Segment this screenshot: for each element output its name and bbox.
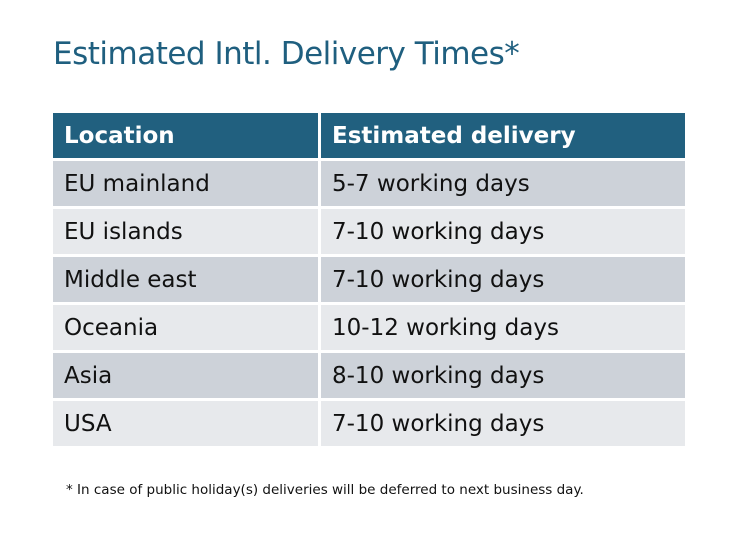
table-row: Oceania 10-12 working days <box>53 305 685 350</box>
table-row: Middle east 7-10 working days <box>53 257 685 302</box>
header-location: Location <box>53 113 318 158</box>
location-cell: Asia <box>53 353 318 398</box>
delivery-cell: 8-10 working days <box>321 353 685 398</box>
table-header-row: Location Estimated delivery <box>53 113 685 158</box>
location-cell: Oceania <box>53 305 318 350</box>
delivery-cell: 7-10 working days <box>321 257 685 302</box>
delivery-cell: 10-12 working days <box>321 305 685 350</box>
delivery-times-table: Location Estimated delivery EU mainland … <box>50 110 688 449</box>
delivery-cell: 7-10 working days <box>321 209 685 254</box>
table-row: USA 7-10 working days <box>53 401 685 446</box>
table-row: EU islands 7-10 working days <box>53 209 685 254</box>
location-cell: EU islands <box>53 209 318 254</box>
location-cell: USA <box>53 401 318 446</box>
page-title: Estimated Intl. Delivery Times* <box>53 36 520 72</box>
table-row: EU mainland 5-7 working days <box>53 161 685 206</box>
footnote: * In case of public holiday(s) deliverie… <box>66 482 584 498</box>
location-cell: Middle east <box>53 257 318 302</box>
location-cell: EU mainland <box>53 161 318 206</box>
delivery-cell: 7-10 working days <box>321 401 685 446</box>
header-estimated-delivery: Estimated delivery <box>321 113 685 158</box>
table-row: Asia 8-10 working days <box>53 353 685 398</box>
delivery-cell: 5-7 working days <box>321 161 685 206</box>
